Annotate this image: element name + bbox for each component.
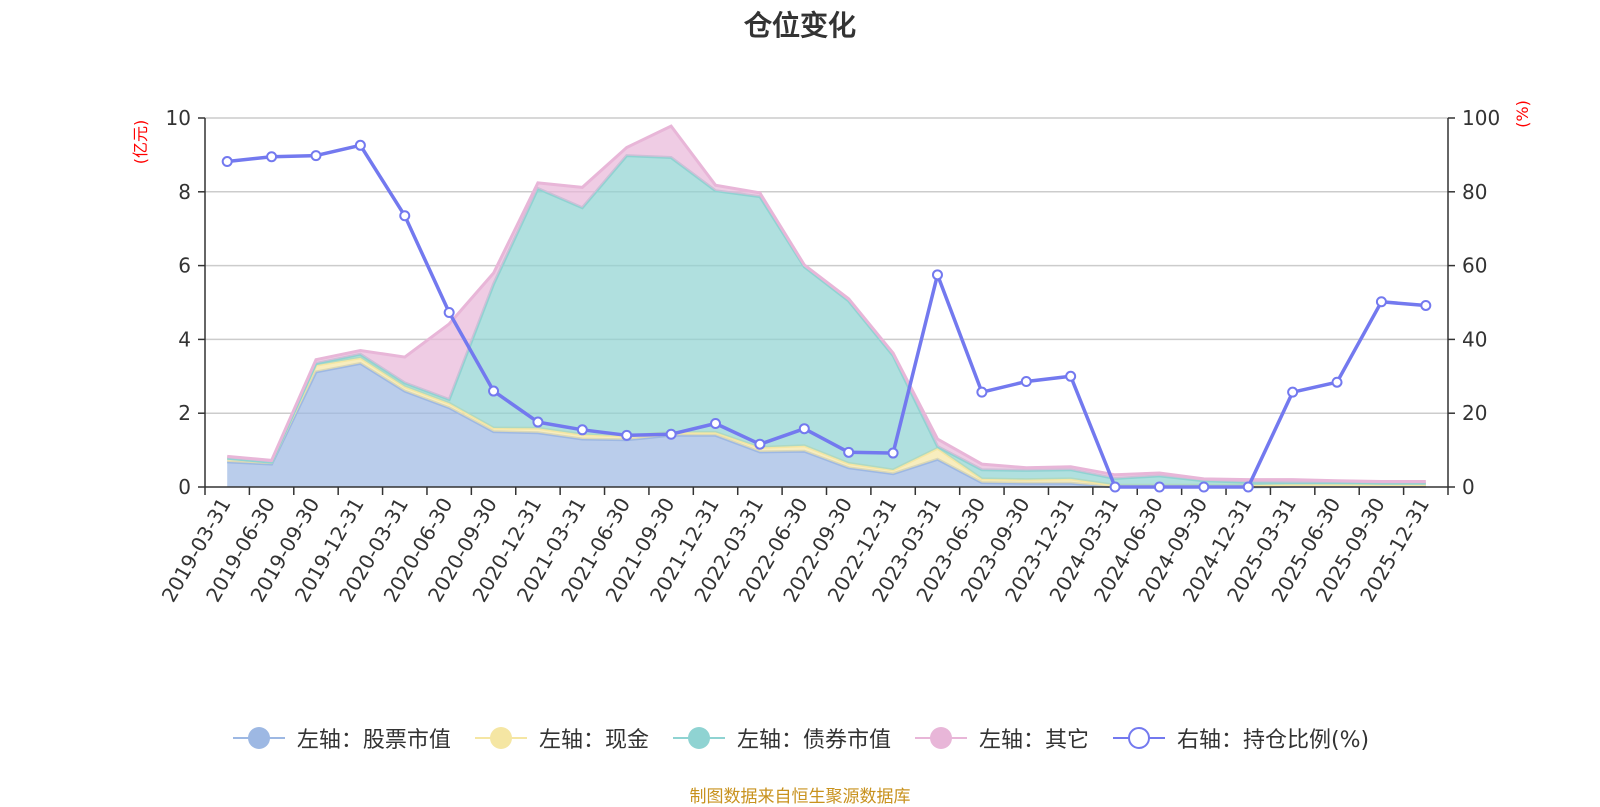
legend-item[interactable]: 左轴：现金: [473, 722, 649, 754]
ratio-point: [1287, 386, 1299, 398]
area-series: [227, 124, 1426, 489]
legend-label: 左轴：其它: [978, 728, 1089, 753]
left-tick-label: 4: [178, 327, 191, 351]
legend-label: 左轴：现金: [538, 728, 649, 753]
legend-marker-dot: [1127, 727, 1150, 749]
area-0: [227, 363, 1426, 487]
legend-item[interactable]: 左轴：债券市值: [671, 722, 891, 754]
ratio-point: [488, 385, 500, 397]
right-tick-label: 100: [1462, 106, 1500, 130]
ratio-point: [665, 428, 677, 440]
ratio-point: [399, 210, 411, 222]
ratio-point: [1109, 481, 1121, 493]
ratio-point: [1153, 481, 1165, 493]
legend-item[interactable]: 左轴：其它: [913, 722, 1089, 754]
ratio-point: [621, 429, 633, 441]
legend-label: 左轴：债券市值: [736, 728, 891, 753]
left-tick-label: 0: [178, 475, 191, 499]
ratio-point: [1198, 481, 1210, 493]
ratio-point: [1020, 375, 1032, 387]
ratio-point: [532, 416, 544, 428]
ratio-point: [798, 423, 810, 435]
legend-marker-dot: [247, 727, 270, 749]
ratio-point: [310, 150, 322, 162]
ratio-point: [1065, 370, 1077, 382]
right-tick-label: 0: [1462, 475, 1475, 499]
ratio-point: [443, 306, 455, 318]
legend-marker: [914, 727, 967, 749]
ratio-point: [976, 386, 988, 398]
chart-title: 仓位变化: [743, 9, 856, 42]
legend-marker-dot: [489, 727, 512, 749]
right-tick-label: 60: [1462, 254, 1487, 278]
left-tick-label: 6: [178, 254, 191, 278]
right-tick-label: 80: [1462, 180, 1487, 204]
legend-label: 右轴：持仓比例(%): [1176, 728, 1370, 753]
ratio-point: [1331, 376, 1343, 388]
ratio-point: [1420, 299, 1432, 311]
legend-label: 左轴：股票市值: [296, 728, 451, 753]
ratio-point: [710, 418, 722, 430]
legend-marker: [672, 727, 725, 749]
legend-marker-dot: [687, 727, 710, 749]
right-axis-unit: (%): [1513, 100, 1532, 128]
ratio-point: [931, 269, 943, 281]
ratio-point: [754, 438, 766, 450]
legend: 左轴：股票市值 左轴：现金 左轴：债券市值 左轴：其它 右轴：持仓比例(%): [0, 722, 1600, 754]
ratio-point: [1242, 481, 1254, 493]
ratio-line: [227, 143, 1426, 489]
right-tick-label: 40: [1462, 327, 1487, 351]
ratio-point: [354, 139, 366, 151]
ratio-point: [221, 156, 233, 168]
legend-marker: [1112, 727, 1165, 749]
left-tick-label: 8: [178, 180, 191, 204]
area-2: [227, 155, 1426, 486]
legend-marker-dot: [929, 727, 952, 749]
ratio-point: [266, 151, 278, 163]
legend-marker: [232, 727, 285, 749]
left-axis-unit: (亿元): [131, 120, 150, 165]
ratio-point: [887, 447, 899, 459]
right-tick-label: 20: [1462, 401, 1487, 425]
ratio-point: [576, 424, 588, 436]
left-tick-label: 2: [178, 401, 191, 425]
source-note: 制图数据来自恒生聚源数据库: [689, 787, 911, 807]
legend-item[interactable]: 右轴：持仓比例(%): [1111, 722, 1369, 754]
legend-item[interactable]: 左轴：股票市值: [231, 722, 451, 754]
ratio-point: [843, 446, 855, 458]
line-series: [221, 139, 1432, 493]
ratio-point: [1375, 296, 1387, 308]
legend-marker: [474, 727, 527, 749]
left-tick-label: 10: [166, 106, 191, 130]
area-edge-3: [227, 124, 1426, 483]
